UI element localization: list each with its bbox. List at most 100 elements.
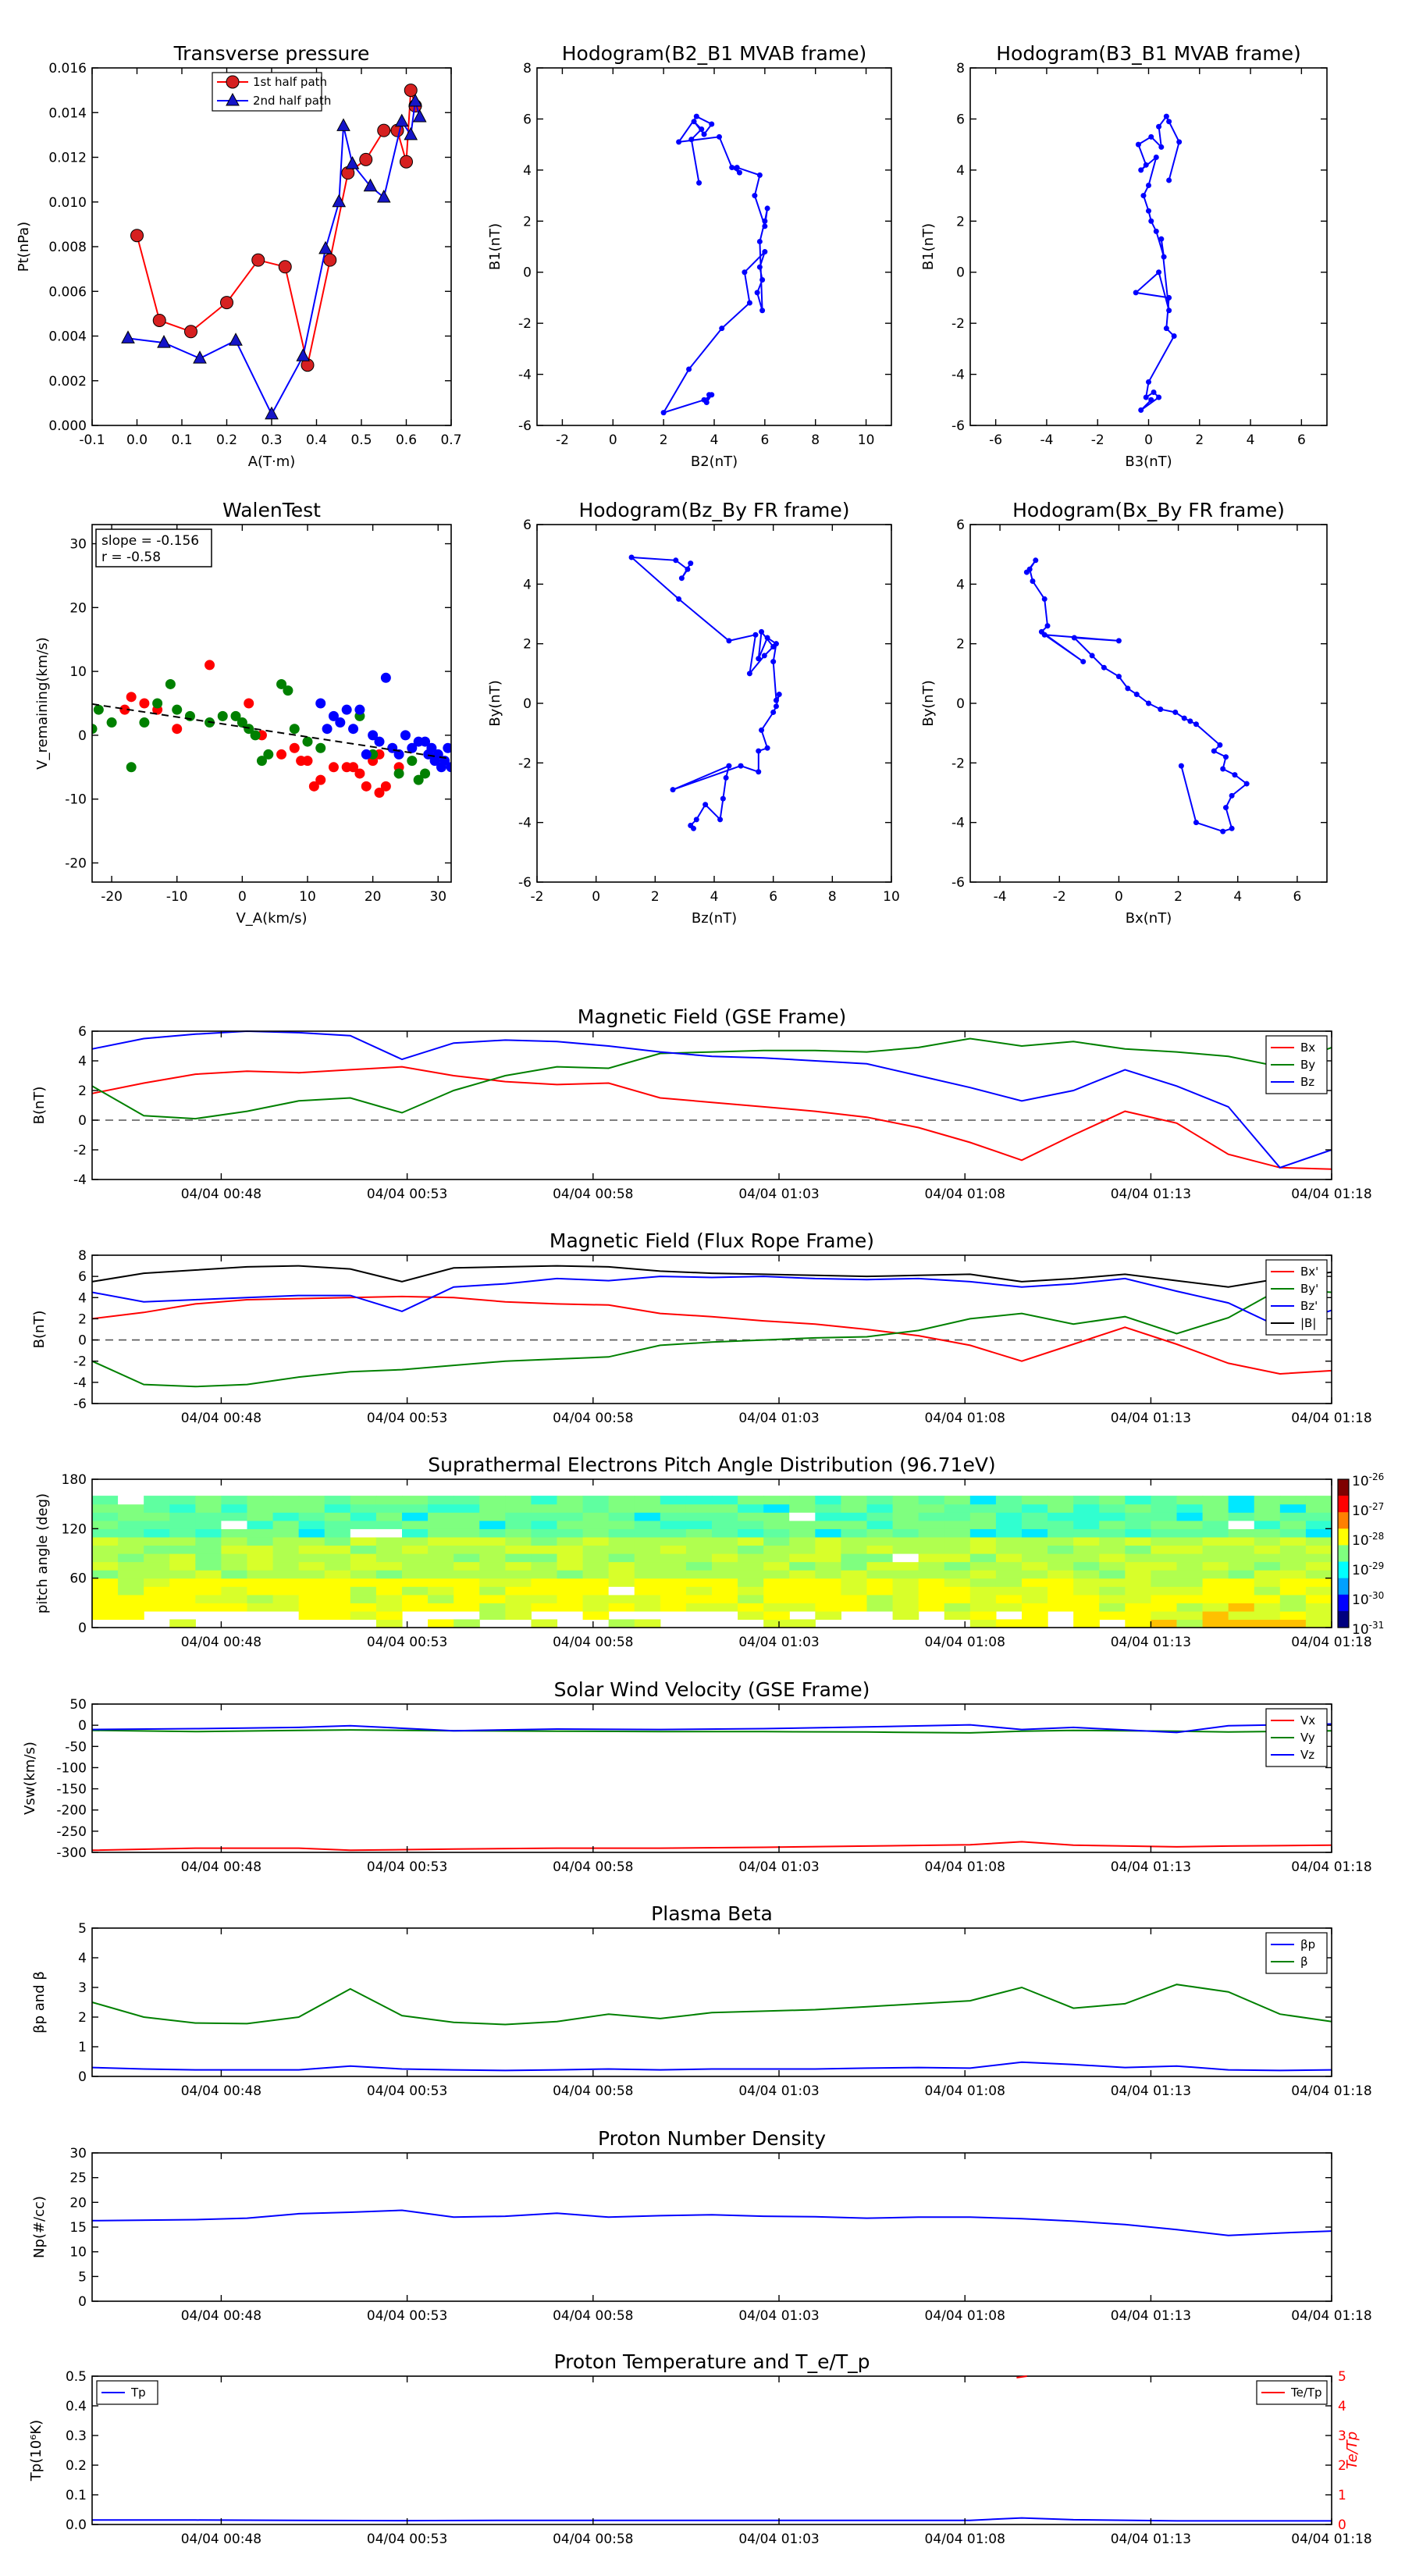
heatmap-cell	[892, 1570, 919, 1579]
heatmap-cell	[944, 1603, 971, 1612]
heatmap-cell	[918, 1520, 945, 1529]
heatmap-cell	[505, 1496, 532, 1505]
heatmap-cell	[1048, 1586, 1074, 1596]
heatmap-cell	[375, 1520, 403, 1529]
heatmap-cell	[1202, 1503, 1229, 1513]
heatmap-cell	[350, 1570, 377, 1579]
heatmap-cell	[375, 1536, 403, 1546]
y-tick-label: -4	[73, 1172, 87, 1188]
heatmap-cell	[1228, 1496, 1255, 1505]
heatmap-cell	[118, 1578, 144, 1587]
data-point	[1153, 228, 1159, 234]
heatmap-cell	[841, 1603, 868, 1612]
colorbar-segment	[1338, 1594, 1349, 1612]
heatmap-cell	[298, 1561, 325, 1571]
data-point	[1172, 709, 1179, 715]
data-point	[1146, 208, 1151, 214]
heatmap-cell	[1073, 1496, 1100, 1505]
heatmap-cell	[557, 1545, 584, 1554]
series-line-Np	[91, 2209, 1332, 2236]
heatmap-cell	[247, 1586, 274, 1596]
data-point	[660, 410, 667, 416]
chart-title: Hodogram(B3_B1 MVAB frame)	[996, 42, 1301, 65]
series-line-1st-half-path	[136, 90, 416, 365]
data-point	[776, 692, 782, 698]
heatmap-cell	[1125, 1553, 1152, 1563]
heatmap-cell	[1125, 1586, 1152, 1596]
heatmap-cell	[1279, 1619, 1307, 1628]
heatmap-cell	[1151, 1619, 1178, 1628]
heatmap-cell	[375, 1512, 403, 1521]
heatmap-cell	[763, 1594, 790, 1603]
heatmap-cell	[324, 1503, 351, 1513]
data-point	[1033, 557, 1039, 564]
heatmap-cell	[1305, 1610, 1332, 1621]
data-point	[1023, 569, 1030, 575]
heatmap-cell	[866, 1586, 894, 1596]
heatmap-cell	[634, 1512, 661, 1521]
series-line-Bz	[91, 1276, 1332, 1329]
heatmap-cell	[944, 1528, 971, 1538]
heatmap-cell	[350, 1528, 377, 1538]
heatmap-cell	[272, 1603, 300, 1612]
heatmap-cell	[608, 1545, 635, 1554]
data-point	[363, 178, 378, 192]
scatter-point-blue	[335, 717, 346, 728]
heatmap-cell	[1202, 1619, 1229, 1628]
heatmap-cell	[531, 1586, 558, 1596]
y-tick-label: -6	[73, 1397, 87, 1412]
data-point	[756, 264, 763, 270]
heatmap-cell	[1176, 1619, 1204, 1628]
heatmap-cell	[763, 1512, 790, 1521]
data-point	[754, 290, 760, 296]
heatmap-cell	[815, 1512, 842, 1521]
heatmap-cell	[505, 1528, 532, 1538]
data-point	[726, 763, 732, 769]
heatmap-cell	[1099, 1570, 1126, 1579]
series-line-Vx	[91, 1841, 1332, 1852]
annotation-slope: slope = -0.156	[101, 533, 199, 549]
heatmap-cell	[918, 1545, 945, 1554]
heatmap-cell	[815, 1603, 842, 1612]
heatmap-cell	[1202, 1528, 1229, 1538]
heatmap-cell	[1022, 1545, 1048, 1554]
y2-tick-label: 3	[1338, 2428, 1346, 2444]
heatmap-cell	[1176, 1570, 1204, 1579]
scatter-point-red	[328, 762, 339, 773]
heatmap-cell	[738, 1594, 764, 1603]
heatmap-cell	[1176, 1578, 1204, 1587]
heatmap-cell	[1254, 1553, 1281, 1563]
data-point	[323, 253, 337, 267]
heatmap-cell	[324, 1520, 351, 1529]
heatmap-cell	[969, 1503, 997, 1513]
y-axis-label: Np(#/cc)	[31, 2196, 48, 2258]
heatmap-cell	[634, 1561, 661, 1571]
scatter-point-green	[237, 717, 247, 728]
time-tick-label: 04/04 00:58	[553, 1187, 633, 1202]
heatmap-cell	[1254, 1610, 1281, 1621]
data-point	[719, 326, 725, 332]
legend-label: Tp	[130, 2386, 146, 2400]
heatmap-cell	[634, 1603, 661, 1612]
data-point	[1138, 167, 1144, 173]
heatmap-cell	[92, 1536, 119, 1546]
y-tick-label: -2	[951, 316, 965, 332]
heatmap-cell	[221, 1528, 248, 1538]
heatmap-cell	[866, 1528, 894, 1538]
heatmap-cell	[1305, 1561, 1332, 1571]
legend: Bx By Bz	[1265, 1035, 1328, 1094]
colorbar-base: 10	[1352, 1592, 1369, 1608]
heatmap-cell	[1176, 1603, 1204, 1612]
heatmap-cell	[375, 1528, 403, 1538]
heatmap-cell	[712, 1553, 738, 1563]
series-line-2nd-half-path	[127, 101, 421, 416]
legend-label: Te/Tp	[1290, 2386, 1322, 2400]
heatmap-cell	[1305, 1603, 1332, 1612]
data-point	[345, 156, 360, 169]
y-tick-label: 5	[78, 1921, 87, 1937]
heatmap-cell	[272, 1586, 300, 1596]
heatmap-cell	[634, 1536, 661, 1546]
heatmap-cell	[479, 1570, 506, 1579]
heatmap-cell	[1228, 1512, 1255, 1521]
heatmap-cell	[169, 1503, 196, 1513]
